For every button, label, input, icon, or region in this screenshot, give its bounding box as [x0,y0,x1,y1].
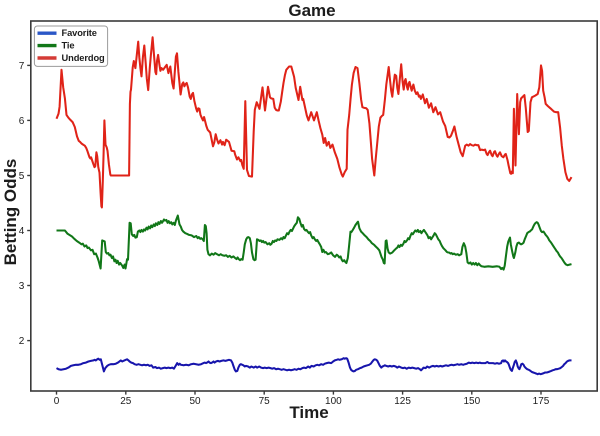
svg-text:50: 50 [189,396,201,407]
svg-text:Time: Time [289,403,328,422]
svg-text:6: 6 [19,116,25,127]
svg-text:25: 25 [120,396,132,407]
svg-text:Game: Game [288,1,335,20]
svg-text:175: 175 [533,396,550,407]
svg-text:125: 125 [394,396,411,407]
svg-text:2: 2 [19,336,25,347]
svg-text:0: 0 [54,396,60,407]
svg-text:5: 5 [19,171,25,182]
svg-text:3: 3 [19,281,25,292]
svg-text:75: 75 [259,396,271,407]
svg-text:Favorite: Favorite [62,28,97,38]
svg-text:150: 150 [463,396,480,407]
svg-text:100: 100 [325,396,342,407]
svg-text:Underdog: Underdog [62,53,106,63]
svg-text:Betting Odds: Betting Odds [1,159,20,266]
svg-text:4: 4 [19,226,25,237]
svg-text:Tie: Tie [62,41,75,51]
svg-text:7: 7 [19,61,25,72]
